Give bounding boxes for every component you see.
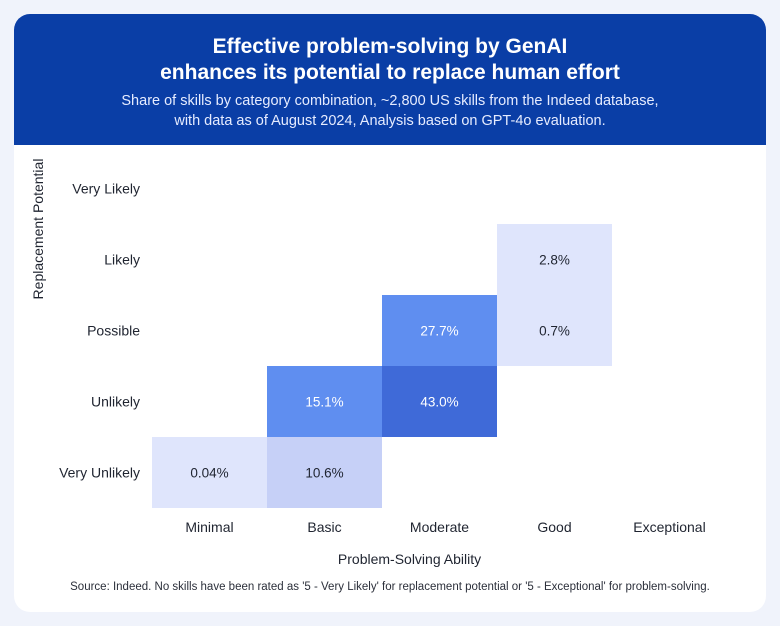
chart-title: Effective problem-solving by GenAI enhan… bbox=[14, 34, 766, 86]
cell-value-label: 15.1% bbox=[305, 395, 343, 410]
x-tick-label: Moderate bbox=[410, 519, 469, 535]
chart-header: Effective problem-solving by GenAI enhan… bbox=[14, 14, 766, 145]
heatmap-cell-very-unlikely-minimal bbox=[152, 437, 267, 508]
title-line-2: enhances its potential to replace human … bbox=[160, 61, 620, 84]
y-axis-title: Replacement Potential bbox=[30, 159, 46, 300]
heatmap-cell-possible-moderate bbox=[382, 295, 497, 366]
chart-subtitle: Share of skills by category combination,… bbox=[14, 91, 766, 131]
cell-value-label: 43.0% bbox=[420, 395, 458, 410]
heatmap-cell-unlikely-moderate bbox=[382, 366, 497, 437]
heatmap-cell-possible-good bbox=[497, 295, 612, 366]
cell-value-label: 0.04% bbox=[190, 466, 228, 481]
cell-value-label: 10.6% bbox=[305, 466, 343, 481]
x-tick-label: Basic bbox=[307, 519, 341, 535]
heatmap-cell-very-unlikely-basic bbox=[267, 437, 382, 508]
x-tick-label: Minimal bbox=[185, 519, 233, 535]
subtitle-line-1: Share of skills by category combination,… bbox=[121, 93, 659, 109]
cell-value-label: 2.8% bbox=[539, 253, 570, 268]
y-tick-label: Likely bbox=[104, 252, 140, 268]
heatmap-chart: 2.8% 27.7% 0.7% 15.1% 43.0% 0.04% 10.6% Very Li… bbox=[30, 159, 706, 567]
heatmap-cell-likely-good bbox=[497, 224, 612, 295]
x-axis-title: Problem-Solving Ability bbox=[338, 551, 481, 567]
y-tick-label: Possible bbox=[87, 323, 140, 339]
cell-value-label: 0.7% bbox=[539, 324, 570, 339]
chart-card: Effective problem-solving by GenAI enhan… bbox=[14, 14, 766, 612]
heatmap-cell-unlikely-basic bbox=[267, 366, 382, 437]
subtitle-line-2: with data as of August 2024, Analysis ba… bbox=[174, 113, 606, 129]
cell-value-label: 27.7% bbox=[420, 324, 458, 339]
title-line-1: Effective problem-solving by GenAI bbox=[212, 35, 568, 58]
x-tick-label: Exceptional bbox=[633, 519, 705, 535]
y-tick-label: Very Unlikely bbox=[59, 465, 140, 481]
y-tick-label: Very Likely bbox=[72, 181, 140, 197]
source-note: Source: Indeed. No skills have been rate… bbox=[70, 581, 710, 593]
y-tick-label: Unlikely bbox=[91, 394, 140, 410]
x-tick-label: Good bbox=[537, 519, 571, 535]
